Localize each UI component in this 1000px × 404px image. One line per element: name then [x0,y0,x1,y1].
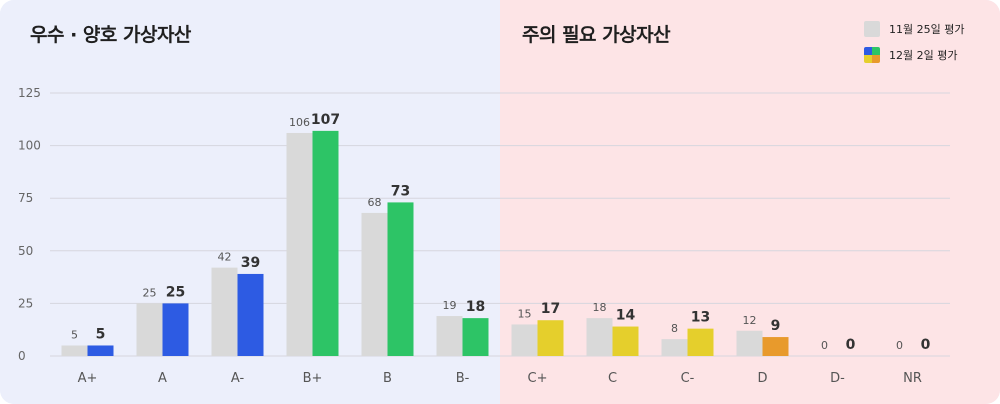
bar-prev [511,324,538,356]
data-label-prev: 12 [743,314,757,327]
data-label-cur: 0 [921,337,931,353]
data-label-prev: 18 [593,301,607,314]
bar-prev [736,330,763,356]
x-tick-label: B [383,371,392,386]
caution-section-title: 주의 필요 가상자산 [522,24,671,46]
data-label-prev: 5 [71,328,78,341]
data-label-prev: 0 [821,339,828,352]
legend-item-prev: 11월 25일 평가 [864,20,964,38]
x-tick-label: D- [830,371,845,386]
bar-prev [661,339,688,356]
data-label-cur: 14 [616,308,636,324]
bar-cur [162,303,189,356]
legend: 11월 25일 평가 12월 2일 평가 [864,20,964,72]
x-tick-label: B+ [303,371,323,386]
x-tick-label: NR [903,371,922,386]
y-tick-label: 75 [18,191,33,205]
y-tick-label: 50 [18,244,33,258]
data-label-prev: 68 [368,196,382,209]
data-label-cur: 13 [691,310,710,326]
data-label-prev: 25 [143,286,157,299]
legend-item-cur: 12월 2일 평가 [864,46,964,64]
data-label-cur: 107 [311,112,340,128]
bar-cur [237,273,264,356]
bar-cur [687,328,714,356]
bar-prev [436,316,463,356]
bar-prev [361,212,388,356]
data-label-prev: 42 [218,251,232,264]
bar-prev [211,267,238,356]
bar-cur [762,337,789,356]
data-label-cur: 9 [771,318,781,334]
x-tick-label: A [158,371,167,386]
legend-label-prev: 11월 25일 평가 [889,23,965,36]
x-tick-label: D [757,371,767,386]
data-label-prev: 15 [518,307,532,320]
data-label-prev: 0 [896,339,903,352]
data-label-prev: 19 [443,299,457,312]
bar-cur [537,320,564,356]
data-label-cur: 73 [391,183,410,199]
data-label-cur: 0 [846,337,856,353]
x-tick-label: B- [456,371,470,386]
x-tick-label: C- [681,371,695,386]
bar-prev [286,132,313,356]
y-tick-label: 0 [18,349,26,363]
y-tick-label: 25 [18,296,33,310]
x-tick-label: C [608,371,617,386]
legend-swatch-cur [864,47,880,63]
y-tick-label: 100 [18,139,41,153]
bar-cur [312,130,339,356]
y-tick-label: 125 [18,86,41,100]
good-section-title: 우수 · 양호 가상자산 [30,24,191,46]
x-tick-label: A- [231,371,245,386]
data-label-cur: 18 [466,299,485,315]
bar-prev [136,303,163,356]
data-label-cur: 5 [96,326,106,342]
data-label-cur: 39 [241,255,260,271]
x-tick-label: C+ [528,371,548,386]
legend-swatch-prev [864,21,880,37]
legend-label-cur: 12월 2일 평가 [889,49,958,62]
data-label-prev: 106 [289,116,310,129]
bar-cur [612,326,639,356]
bar-cur [387,202,414,356]
data-label-cur: 25 [166,284,185,300]
x-tick-label: A+ [78,371,98,386]
data-label-cur: 17 [541,301,560,317]
bar-prev [586,318,613,356]
bar-cur [87,345,114,356]
bar-cur [462,318,489,356]
data-label-prev: 8 [671,322,678,335]
bar-prev [61,345,88,356]
